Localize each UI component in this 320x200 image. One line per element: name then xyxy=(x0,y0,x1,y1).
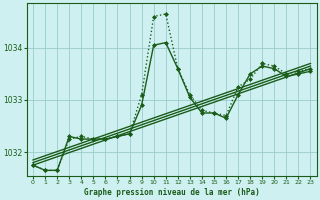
X-axis label: Graphe pression niveau de la mer (hPa): Graphe pression niveau de la mer (hPa) xyxy=(84,188,260,197)
